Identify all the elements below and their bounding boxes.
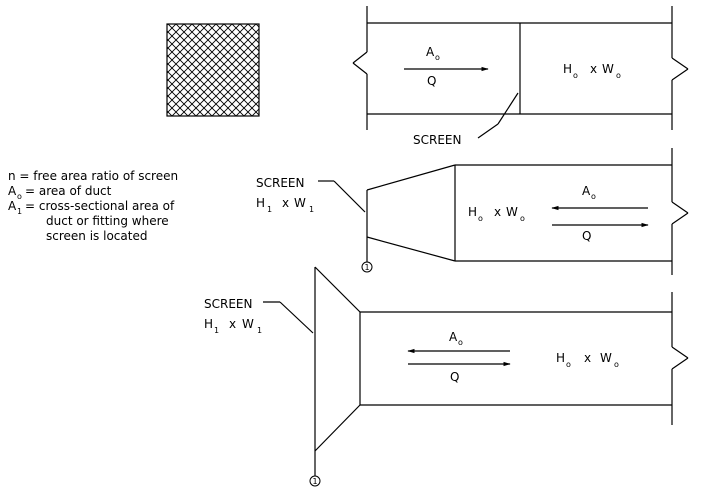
svg-text:duct or fitting where: duct or fitting where <box>46 214 169 228</box>
bottom-area-subscript: o <box>458 338 463 347</box>
top-screen-leader <box>477 123 499 139</box>
top-flow-label: Q <box>427 74 436 88</box>
middle-screen-w-sub: 1 <box>309 205 314 214</box>
top-duct-w: W <box>602 62 614 76</box>
top-area-label: A <box>426 45 435 59</box>
svg-text:= cross-sectional area of: = cross-sectional area of <box>25 199 175 213</box>
middle-point-number: 1 <box>365 263 370 272</box>
screen-hatch-swatch <box>166 23 260 117</box>
bottom-point-marker <box>309 475 321 487</box>
top-duct-h-sub: o <box>573 71 578 80</box>
bottom-duct-h: H <box>556 351 565 365</box>
middle-point-marker <box>361 261 373 273</box>
middle-screen-h: H <box>256 196 265 210</box>
middle-duct <box>318 148 689 275</box>
svg-text:A: A <box>8 184 17 198</box>
bottom-screen-label: SCREEN <box>204 297 252 311</box>
middle-duct-w-sub: o <box>520 214 525 223</box>
bottom-screen-x: x <box>229 317 236 331</box>
bottom-flow-label: Q <box>450 370 459 384</box>
middle-screen-w: W <box>294 196 306 210</box>
bottom-screen-w: W <box>242 317 254 331</box>
middle-duct-h-sub: o <box>478 214 483 223</box>
middle-screen-x: x <box>282 196 289 210</box>
bottom-screen-w-sub: 1 <box>257 326 262 335</box>
legend: n = free area ratio of screen A o = area… <box>8 169 178 243</box>
bottom-area-label: A <box>449 330 458 344</box>
top-screen-label: SCREEN <box>413 133 461 147</box>
svg-text:= area of duct: = area of duct <box>25 184 112 198</box>
bottom-duct-w: W <box>600 351 612 365</box>
bottom-point-number: 1 <box>313 477 318 486</box>
svg-text:o: o <box>17 192 22 201</box>
top-duct-x: x <box>590 62 597 76</box>
bottom-duct-w-sub: o <box>614 360 619 369</box>
middle-area-subscript: o <box>591 192 596 201</box>
middle-flow-label: Q <box>582 229 591 243</box>
top-duct-h: H <box>563 62 572 76</box>
middle-screen-label: SCREEN <box>256 176 304 190</box>
svg-text:A: A <box>8 199 17 213</box>
middle-duct-x: x <box>494 205 501 219</box>
bottom-duct <box>263 266 689 487</box>
middle-screen-h-sub: 1 <box>267 205 272 214</box>
svg-text:screen is located: screen is located <box>46 229 147 243</box>
bottom-duct-h-sub: o <box>566 360 571 369</box>
top-duct-w-sub: o <box>616 71 621 80</box>
top-area-subscript: o <box>435 53 440 62</box>
svg-text:1: 1 <box>17 207 22 216</box>
middle-duct-h: H <box>468 205 477 219</box>
bottom-duct-x: x <box>584 351 591 365</box>
top-duct <box>352 6 689 139</box>
svg-text:n = free area ratio of screen: n = free area ratio of screen <box>8 169 178 183</box>
bottom-screen-h-sub: 1 <box>214 326 219 335</box>
bottom-screen-h: H <box>204 317 213 331</box>
middle-area-label: A <box>582 184 591 198</box>
middle-duct-w: W <box>506 205 518 219</box>
